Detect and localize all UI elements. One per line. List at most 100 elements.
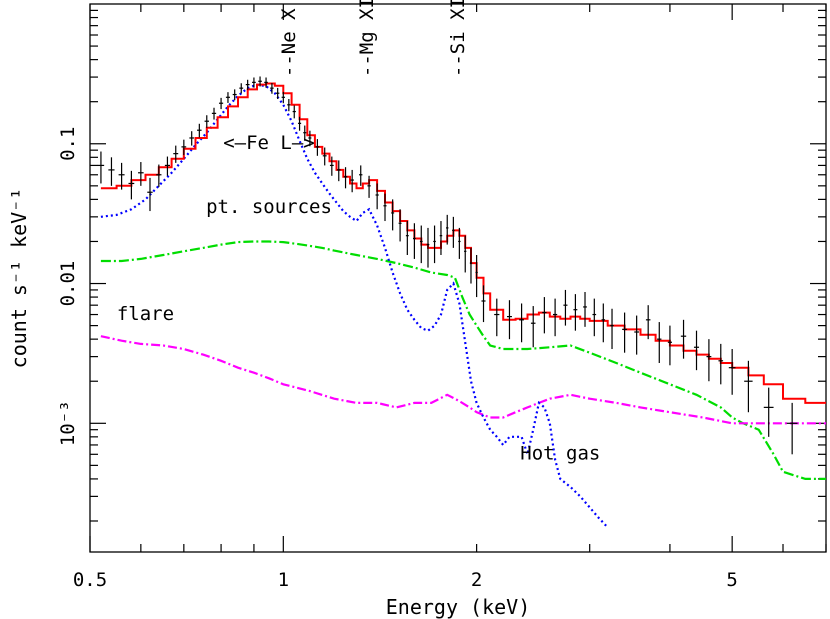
data-point <box>552 298 558 337</box>
data-point <box>458 227 461 259</box>
annotations: <–Fe L–> --Ne X --Mg XI --Si XIII pt. source… <box>117 0 600 465</box>
data-point <box>610 308 614 350</box>
data-point <box>108 157 115 186</box>
data-point <box>506 300 512 340</box>
data-point <box>494 298 500 337</box>
data-point <box>426 227 430 268</box>
data-point <box>343 167 348 189</box>
data-point <box>297 116 302 131</box>
x-tick-label: 5 <box>726 569 737 591</box>
x-tick-label: 1 <box>278 569 289 591</box>
data-point <box>264 77 268 88</box>
data-point <box>225 92 230 103</box>
annotation-label: pt. sources <box>206 196 332 218</box>
data-point <box>645 305 651 340</box>
data-point <box>173 145 179 163</box>
data-point <box>308 130 312 147</box>
data-point <box>359 165 363 186</box>
series-pt-sources <box>100 240 826 480</box>
series-hot-gas <box>100 83 609 529</box>
y-tick-label: 0.01 <box>57 261 79 307</box>
data-point <box>156 164 162 188</box>
data-point <box>245 79 250 90</box>
series-layer <box>97 76 826 529</box>
data-point <box>189 131 195 146</box>
data-point <box>475 255 478 298</box>
data-point <box>680 319 687 359</box>
data-point <box>563 289 568 326</box>
annotation-label: Hot gas <box>520 443 600 465</box>
data-point <box>303 125 307 141</box>
data-point <box>412 223 416 259</box>
data-point <box>211 107 217 120</box>
data-point <box>728 349 736 395</box>
data-point <box>601 303 606 343</box>
data-point <box>433 225 436 264</box>
data-point <box>530 306 536 348</box>
data-point <box>138 162 144 186</box>
data-point <box>118 162 125 190</box>
plot-frame <box>89 3 827 553</box>
axis-ticks <box>89 4 827 552</box>
data-point <box>281 91 285 104</box>
data-point <box>232 89 237 101</box>
data-point <box>164 156 170 176</box>
data-point <box>452 216 455 248</box>
data-point <box>419 225 423 264</box>
data-point <box>542 297 547 334</box>
data-point <box>445 214 449 245</box>
data-point <box>147 177 153 212</box>
y-tick-label: 10⁻³ <box>57 400 79 446</box>
data-point <box>706 339 712 382</box>
data-point <box>287 99 291 112</box>
annotation-label: <–Fe L–> <box>223 132 315 154</box>
data-point <box>367 175 371 198</box>
data-point <box>275 87 280 100</box>
data-point <box>763 387 774 437</box>
data-point <box>218 97 224 110</box>
data-point <box>693 330 700 371</box>
data-point <box>718 343 724 385</box>
data-point <box>667 325 673 366</box>
data-point <box>336 160 341 182</box>
data-point <box>383 193 387 222</box>
data-point <box>583 291 587 327</box>
data-point <box>375 183 379 210</box>
data-point <box>519 303 524 343</box>
data-point <box>128 170 135 200</box>
data-point <box>786 402 798 455</box>
data-point <box>270 83 274 94</box>
data-point <box>391 199 395 231</box>
annotation-label: --Si XIII <box>447 0 469 77</box>
x-tick-label: 0.5 <box>73 569 107 591</box>
y-tick-label: 0.1 <box>57 127 79 161</box>
data-point <box>258 76 262 87</box>
data-point <box>634 315 639 355</box>
series-total-model <box>100 82 826 404</box>
tick-labels: 0.5 1 2 5 0.1 0.01 10⁻³ <box>57 127 738 591</box>
data-point <box>329 156 334 176</box>
data-point <box>464 235 467 273</box>
data-point <box>573 294 578 331</box>
data-point <box>197 123 202 138</box>
data-point <box>744 360 753 413</box>
x-tick-label: 2 <box>471 569 482 591</box>
series-flare <box>100 335 826 425</box>
data-point <box>181 139 187 156</box>
data-point <box>252 77 256 88</box>
x-axis-title: Energy (keV) <box>386 595 531 619</box>
data-point <box>97 151 105 184</box>
data-point <box>292 105 296 119</box>
data-point <box>657 322 662 364</box>
data-point <box>405 221 409 256</box>
data-point <box>622 312 628 353</box>
annotation-label: flare <box>117 303 174 325</box>
data-point <box>204 115 209 128</box>
data-point <box>481 285 486 323</box>
data-point <box>322 147 327 166</box>
y-axis-title: count s⁻¹ keV⁻¹ <box>7 188 31 369</box>
annotation-label: --Mg XI <box>356 0 378 77</box>
data-point <box>469 247 473 284</box>
data-point <box>439 221 443 256</box>
